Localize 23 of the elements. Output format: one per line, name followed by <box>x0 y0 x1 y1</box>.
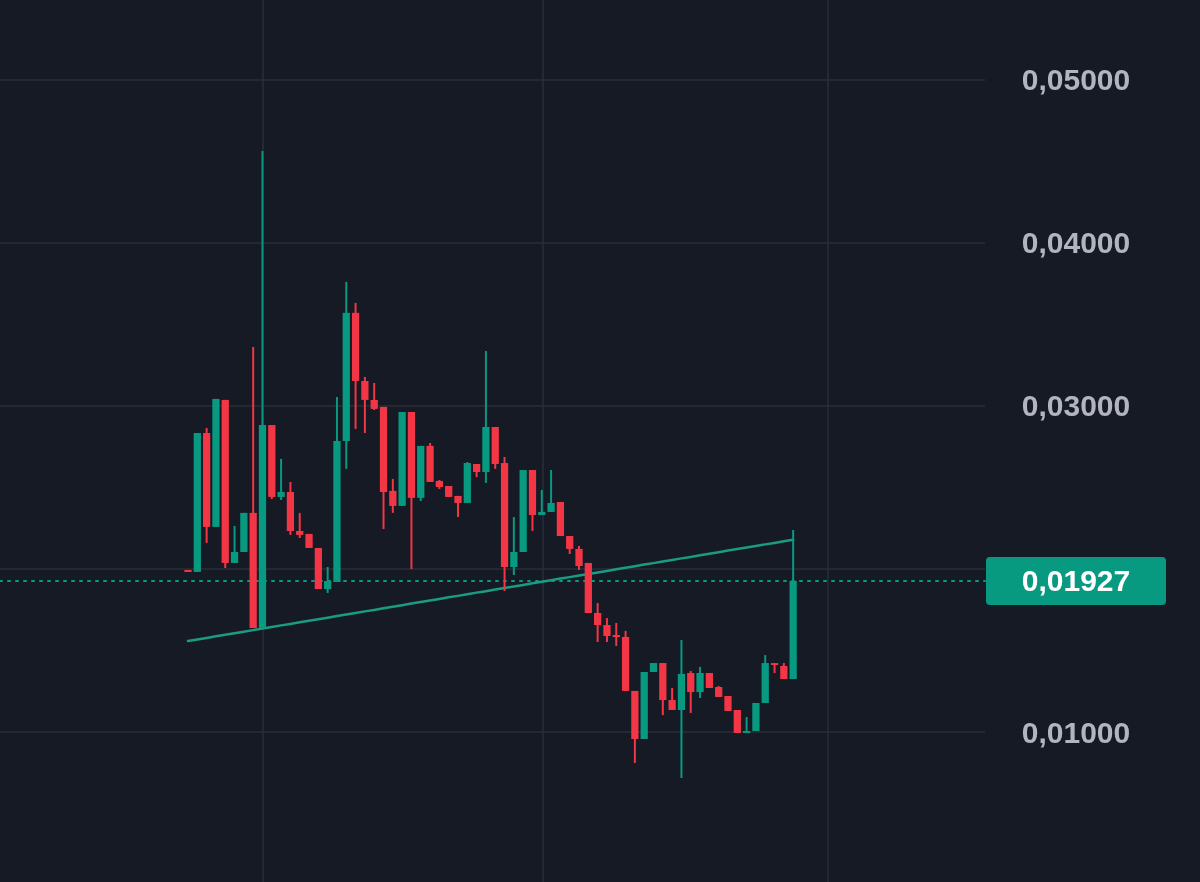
candlestick <box>742 716 751 734</box>
y-tick-label: 0,03000 <box>1021 389 1131 423</box>
candlestick <box>389 477 397 514</box>
ref-line-label: 0,01927 <box>1021 564 1131 598</box>
candlestick <box>547 469 555 513</box>
candlestick <box>594 602 602 644</box>
candlestick <box>733 710 741 733</box>
candlestick <box>538 488 546 517</box>
line-series <box>186 538 795 643</box>
candlestick <box>296 511 304 539</box>
candlestick <box>687 670 695 714</box>
y-tick-label: 0,01000 <box>1021 715 1131 749</box>
candlestick <box>230 524 239 564</box>
candlestick <box>575 544 583 571</box>
candlestick <box>696 665 704 699</box>
y-tick-label: 0,05000 <box>1021 63 1131 97</box>
y-tick-label: 0,04000 <box>1021 226 1131 260</box>
candlestick <box>603 617 611 644</box>
candlestick <box>361 375 369 435</box>
candlestick <box>510 515 518 577</box>
candlestick <box>277 457 285 502</box>
candlestick <box>612 621 620 647</box>
candlestick <box>370 381 378 412</box>
